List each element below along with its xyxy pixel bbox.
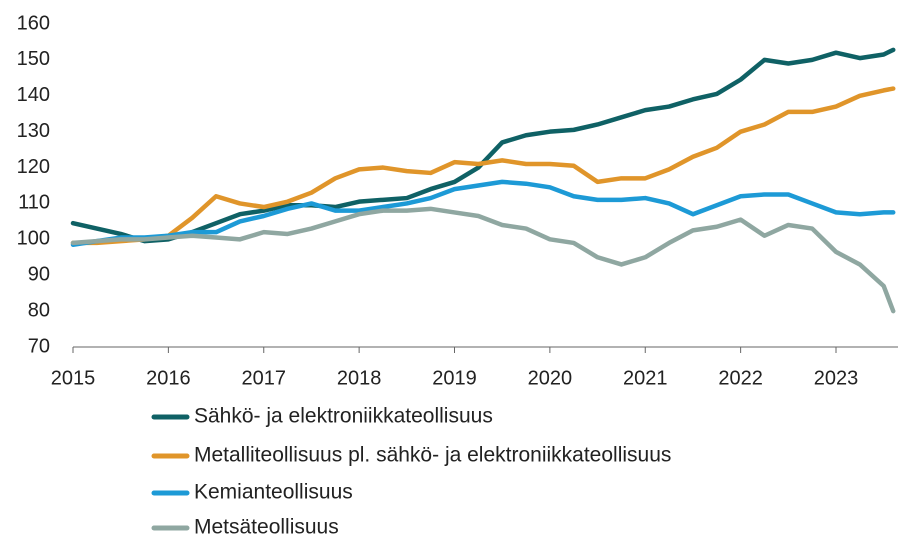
y-tick-label: 140 [17, 84, 50, 106]
y-tick-label: 160 [17, 12, 50, 34]
legend-label: Metalliteollisuus pl. sähkö- ja elektron… [194, 444, 671, 467]
x-tick-label: 2020 [528, 367, 573, 389]
y-tick-label: 80 [28, 299, 50, 321]
y-tick-label: 110 [18, 192, 50, 214]
y-tick-label: 130 [17, 120, 50, 142]
legend-label: Metsäteollisuus [194, 516, 339, 537]
y-tick-label: 90 [28, 264, 50, 286]
y-tick-label: 120 [17, 156, 50, 178]
y-tick-label: 150 [17, 48, 50, 70]
series-line [70, 179, 896, 247]
x-tick-label: 2021 [623, 367, 668, 389]
x-tick-label: 2022 [718, 367, 763, 389]
x-tick-label: 2023 [814, 367, 859, 389]
x-tick-label: 2016 [146, 367, 191, 389]
series-line [70, 206, 896, 314]
y-tick-label: 100 [17, 228, 50, 250]
x-tick-label: 2018 [337, 367, 382, 389]
x-tick-label: 2015 [51, 367, 96, 389]
x-tick-label: 2019 [432, 367, 477, 389]
x-tick-label: 2017 [242, 367, 287, 389]
legend-label: Kemianteollisuus [194, 481, 353, 504]
series-line [70, 86, 896, 246]
legend: Sähkö- ja elektroniikkateollisuus Metalli… [151, 405, 671, 537]
y-tick-label: 70 [28, 335, 50, 357]
series-line [70, 47, 896, 244]
legend-label: Sähkö- ja elektroniikkateollisuus [194, 405, 493, 428]
